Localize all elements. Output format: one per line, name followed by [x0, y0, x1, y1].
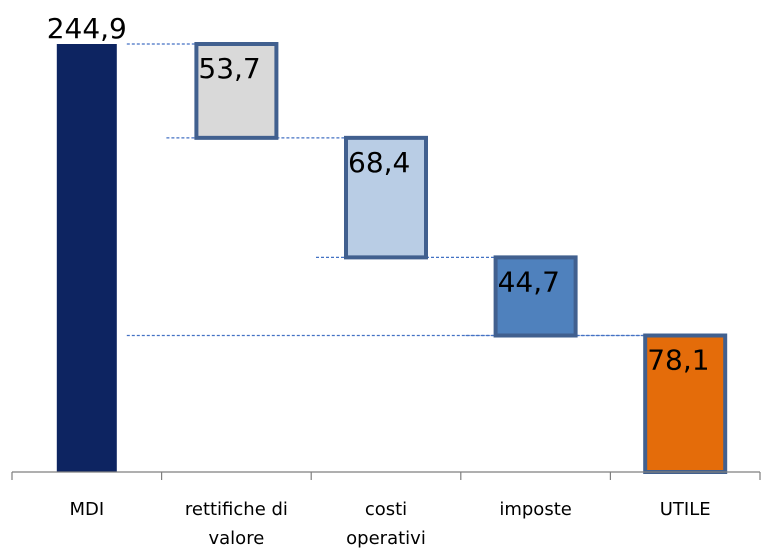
bar-rettifiche-di-valore: [194, 42, 279, 140]
tick-label-line: rettifiche di: [185, 499, 288, 520]
value-labels: 244,9 53,7 68,4 44,7 78,1: [47, 12, 710, 377]
bar-costi-operativi: [344, 135, 428, 260]
x-tick-labels: MDI rettifiche di valore costi operativi impo…: [69, 499, 710, 549]
value-label-costi-operativi: 68,4: [348, 146, 410, 179]
bar-imposte: [493, 255, 578, 338]
x-axis: [11, 471, 761, 480]
value-label-utile: 78,1: [647, 344, 709, 377]
tick-label-line: imposte: [499, 499, 571, 520]
tick-label-utile: UTILE: [660, 499, 711, 520]
value-label-rettifiche-di-valore: 53,7: [198, 52, 260, 85]
tick-label-imposte: imposte: [499, 499, 571, 520]
tick-label-line: UTILE: [660, 499, 711, 520]
tick-label-line: valore: [209, 528, 265, 549]
bar-utile: [643, 333, 728, 474]
tick-label-line: MDI: [69, 499, 104, 520]
bars: [56, 42, 728, 474]
value-label-mdi: 244,9: [47, 12, 127, 45]
value-label-imposte: 44,7: [498, 265, 560, 298]
tick-label-rettifiche-di-valore: rettifiche di valore: [185, 499, 288, 549]
bar-mdi: [56, 44, 117, 472]
tick-label-costi-operativi: costi operativi: [346, 499, 426, 549]
tick-label-mdi: MDI: [69, 499, 104, 520]
tick-label-line: operativi: [346, 528, 426, 549]
tick-label-line: costi: [365, 499, 407, 520]
